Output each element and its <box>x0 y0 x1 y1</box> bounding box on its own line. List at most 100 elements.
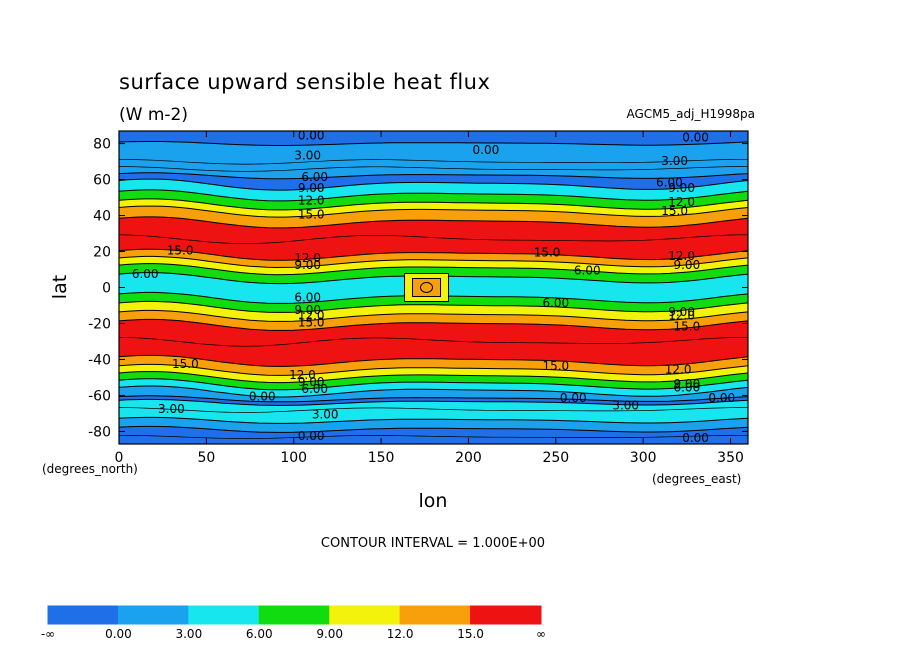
colorbar-label: 6.00 <box>246 627 273 641</box>
contour-label: 6.00 <box>656 175 683 189</box>
contour-line <box>119 318 748 331</box>
contour-label: 9.00 <box>668 305 695 319</box>
contour-line <box>119 309 748 322</box>
contour-label: 12.0 <box>668 308 695 322</box>
contour-label: 6.00 <box>301 382 328 396</box>
contour-line <box>119 189 748 202</box>
contour-label: 12.0 <box>665 362 692 376</box>
contour-label: 15.0 <box>661 204 688 218</box>
eq-patch-core <box>420 282 434 293</box>
y-tick-label: 0 <box>102 281 111 297</box>
y-tick-label: -40 <box>88 352 111 368</box>
contour-label: 6.00 <box>673 380 700 394</box>
colorbar-swatch <box>399 605 472 625</box>
colorbar-label: -∞ <box>41 627 55 641</box>
chart-title: surface upward sensible heat flux <box>119 70 490 94</box>
contour-line <box>119 141 748 146</box>
model-label: AGCM5_adj_H1998pa <box>626 107 755 121</box>
colorbar-label: 12.0 <box>387 627 414 641</box>
contour-label: 9.00 <box>673 258 700 272</box>
contour-label: 9.00 <box>298 181 325 195</box>
x-tick-label: 0 <box>115 450 124 466</box>
contour-label: 15.0 <box>673 319 700 333</box>
contour-label: 15.0 <box>167 244 194 258</box>
contour-line <box>119 385 748 398</box>
contour-label: 3.00 <box>661 154 688 168</box>
contour-label: 9.00 <box>298 375 325 389</box>
contour-label: 15.0 <box>298 316 325 330</box>
contour-label: 6.00 <box>301 170 328 184</box>
contour-label: 9.00 <box>673 377 700 391</box>
y-tick-label: 20 <box>93 245 111 261</box>
contour-line <box>119 407 748 413</box>
contour-line <box>119 234 748 244</box>
contour-interval-note: CONTOUR INTERVAL = 1.000E+00 <box>321 536 545 551</box>
contour-label: 15.0 <box>298 208 325 222</box>
contour-label: 9.00 <box>294 258 321 272</box>
contour-line <box>119 166 748 172</box>
contour-label: 12.0 <box>298 193 325 207</box>
colorbar-label: 0.00 <box>105 627 132 641</box>
contour-line <box>119 398 748 406</box>
contour-line <box>119 416 748 424</box>
contour-line <box>119 198 748 211</box>
contour-label: 0.00 <box>708 391 735 405</box>
contour-label: 15.0 <box>542 359 569 373</box>
x-tick-label: 300 <box>630 450 657 466</box>
contour-label: 6.00 <box>542 296 569 310</box>
contour-line <box>119 434 748 439</box>
x-unit-note: (degrees_east) <box>652 472 741 486</box>
y-tick-label: -20 <box>88 316 111 332</box>
y-tick-label: -80 <box>88 424 111 440</box>
contour-label: 6.00 <box>132 267 159 281</box>
contour-label: 0.00 <box>298 429 325 443</box>
y-tick-label: 80 <box>93 137 111 153</box>
contour-line <box>119 363 748 376</box>
contour-label: 15.0 <box>534 246 561 260</box>
contour-line <box>119 172 748 180</box>
contour-label: 3.00 <box>294 148 321 162</box>
x-tick-label: 150 <box>368 450 395 466</box>
contour-label: 0.00 <box>682 431 709 445</box>
contour-label: 3.00 <box>158 402 185 416</box>
contour-labels: 0.00 0.00 0.00 3.00 3.00 3.00 3.00 3.00 6.00 6.00… <box>132 131 735 445</box>
equatorial-feature <box>404 273 450 302</box>
y-tick-label: 60 <box>93 173 111 189</box>
colorbar-label: 15.0 <box>457 627 484 641</box>
contour-label: 15.0 <box>172 357 199 371</box>
contour-label: 0.00 <box>473 143 500 157</box>
colorbar-label: 3.00 <box>175 627 202 641</box>
contour-line <box>119 216 748 229</box>
contour-line <box>119 425 748 433</box>
colorbar-swatch <box>117 605 190 625</box>
colorbar-swatch <box>47 605 119 625</box>
contour-line <box>119 371 748 384</box>
contour-label: 0.00 <box>560 391 587 405</box>
x-axis: 0 50 100 150 200 250 300 350 <box>115 131 744 466</box>
colorbar-swatch <box>258 605 331 625</box>
colorbar-label: 9.00 <box>316 627 343 641</box>
colorbar-swatch <box>188 605 260 625</box>
chart-units: (W m-2) <box>119 105 188 125</box>
contour-label: 3.00 <box>312 407 339 421</box>
contour-label: 12.0 <box>298 308 325 322</box>
y-axis-label: lat <box>49 275 71 299</box>
x-tick-label: 200 <box>455 450 482 466</box>
x-axis-label: lon <box>419 490 448 512</box>
contour-label: 9.00 <box>294 303 321 317</box>
y-unit-note: (degrees_north) <box>42 462 138 476</box>
contour-label: 12.0 <box>668 249 695 263</box>
contour-label: 9.00 <box>668 181 695 195</box>
colorbar-swatch <box>329 605 401 625</box>
contour-label: 3.00 <box>612 398 639 412</box>
contour-line <box>119 378 748 391</box>
contour-line <box>119 337 748 347</box>
contour-label: 12.0 <box>668 195 695 209</box>
x-tick-label: 250 <box>542 450 569 466</box>
contour-line <box>119 354 748 367</box>
colorbar: -∞ 0.00 3.00 6.00 9.00 12.0 15.0 ∞ <box>41 605 546 641</box>
contour-line <box>119 395 748 403</box>
contour-line <box>119 178 748 191</box>
x-tick-label: 350 <box>717 450 744 466</box>
